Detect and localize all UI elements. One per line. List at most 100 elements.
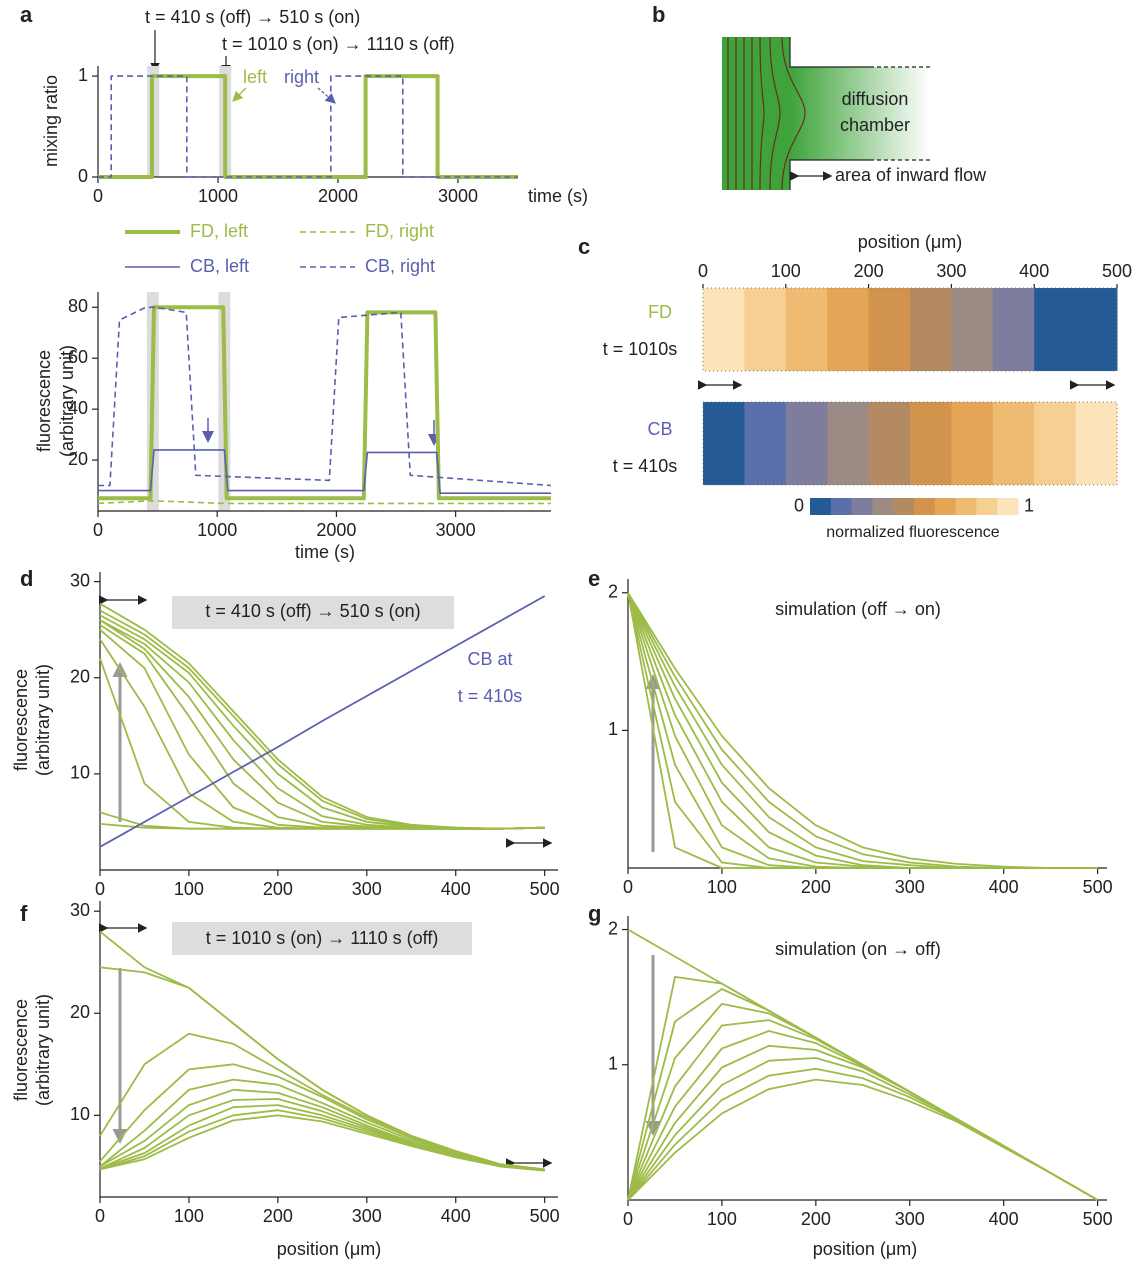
annotation: CB at bbox=[467, 649, 512, 669]
x-tick-label: 0 bbox=[698, 261, 708, 281]
axes bbox=[627, 579, 1107, 869]
heatmap-frame bbox=[702, 401, 1118, 486]
arrow bbox=[317, 87, 336, 104]
colorbar-tick-label: 0 bbox=[794, 495, 804, 515]
title-box bbox=[172, 922, 472, 955]
chart-title: simulation (off → on) bbox=[775, 599, 941, 619]
series-line bbox=[627, 1078, 1099, 1201]
x-tick-label: 500 bbox=[1083, 877, 1113, 897]
colorbar-cell bbox=[976, 498, 998, 515]
annotation: t = 1010 s (on) → 1110 s (off) bbox=[222, 34, 455, 54]
series-line bbox=[99, 1032, 545, 1171]
x-tick-label: 300 bbox=[352, 1206, 382, 1226]
row-name: CB bbox=[647, 419, 672, 439]
series-line bbox=[627, 976, 1099, 1201]
series-line bbox=[99, 930, 545, 1171]
diagram-label: chamber bbox=[840, 115, 910, 135]
y-tick-label: 20 bbox=[68, 449, 88, 469]
y-tick-label: 60 bbox=[68, 347, 88, 367]
series-line bbox=[97, 500, 551, 505]
annotation: left bbox=[243, 67, 267, 87]
heatmap-cell bbox=[868, 288, 911, 371]
series-line bbox=[627, 592, 1098, 869]
heatmap-cell bbox=[992, 402, 1035, 485]
x-tick-label: 200 bbox=[263, 879, 293, 899]
panel-label: d bbox=[20, 566, 33, 591]
y-tick-label: 2 bbox=[608, 918, 618, 938]
x-tick-label: 200 bbox=[263, 1206, 293, 1226]
series-line bbox=[98, 305, 551, 501]
panel-label: f bbox=[20, 901, 28, 926]
channel bbox=[722, 37, 790, 190]
x-axis-label: time (s) bbox=[528, 186, 588, 206]
colorbar-cell bbox=[851, 498, 873, 515]
heatmap-cell bbox=[910, 402, 952, 485]
y-tick-label: 1 bbox=[608, 1054, 618, 1074]
legend-label: FD, right bbox=[365, 221, 434, 241]
y-tick-label: 10 bbox=[70, 763, 90, 783]
x-axis-label: time (s) bbox=[295, 542, 355, 562]
heatmap-cell bbox=[744, 288, 787, 371]
series-line bbox=[99, 595, 546, 848]
series-line bbox=[627, 592, 1098, 869]
series-line bbox=[627, 592, 1098, 869]
x-tick-label: 400 bbox=[989, 1209, 1019, 1229]
series-line bbox=[627, 592, 1098, 869]
heatmap-cell bbox=[827, 288, 870, 371]
y-tick-label: 10 bbox=[70, 1104, 90, 1124]
x-tick-label: 0 bbox=[93, 186, 103, 206]
diagram bbox=[722, 36, 930, 191]
diagram-label: diffusion bbox=[842, 89, 909, 109]
series-line bbox=[627, 592, 1098, 869]
heatmap-cell bbox=[785, 402, 828, 485]
colorbar-cell bbox=[955, 498, 977, 515]
x-tick-label: 200 bbox=[854, 261, 884, 281]
panel-label: a bbox=[20, 2, 33, 27]
x-tick-label: 0 bbox=[93, 520, 103, 540]
y-axis-label: (arbitrary unit) bbox=[33, 994, 53, 1106]
heatmap-cell bbox=[910, 288, 952, 371]
heatmap-cell bbox=[703, 402, 745, 485]
arrows bbox=[98, 923, 553, 1168]
series-line bbox=[627, 1003, 1099, 1201]
x-tick-label: 500 bbox=[530, 1206, 560, 1226]
colorbar-label: normalized fluorescence bbox=[826, 524, 1000, 541]
heatmap-cell bbox=[703, 288, 745, 371]
y-tick-label: 0 bbox=[78, 166, 88, 186]
x-tick-label: 300 bbox=[352, 879, 382, 899]
x-tick-label: 100 bbox=[707, 877, 737, 897]
x-tick-label: 200 bbox=[801, 1209, 831, 1229]
x-tick-label: 100 bbox=[707, 1209, 737, 1229]
x-tick-label: 200 bbox=[801, 877, 831, 897]
heatmap-cell bbox=[1034, 288, 1077, 371]
x-tick-label: 2000 bbox=[316, 520, 356, 540]
heatmap-cell bbox=[1075, 288, 1118, 371]
panel-label: b bbox=[652, 2, 665, 27]
heatmap-frame bbox=[702, 287, 1118, 372]
chart-title: t = 410 s (off) → 510 s (on) bbox=[205, 601, 420, 621]
x-tick-label: 100 bbox=[174, 1206, 204, 1226]
y-tick-label: 20 bbox=[70, 666, 90, 686]
chamber bbox=[790, 67, 930, 160]
streamlines bbox=[727, 36, 806, 191]
chart-title: simulation (on → off) bbox=[775, 939, 941, 959]
x-tick-label: 400 bbox=[989, 877, 1019, 897]
arrows bbox=[98, 595, 553, 848]
row-label: t = 410s bbox=[613, 456, 678, 476]
x-tick-label: 300 bbox=[895, 877, 925, 897]
heatmap-cell bbox=[785, 288, 828, 371]
colorbar-cell bbox=[810, 498, 832, 515]
series-line bbox=[627, 592, 1098, 869]
x-tick-label: 500 bbox=[1102, 261, 1132, 281]
panel-label: e bbox=[588, 566, 600, 591]
series-line bbox=[98, 74, 518, 179]
x-tick-label: 2000 bbox=[318, 186, 358, 206]
panel-label: c bbox=[578, 234, 590, 259]
x-tick-label: 0 bbox=[95, 1206, 105, 1226]
series-line bbox=[99, 1114, 545, 1172]
colorbar-cell bbox=[997, 498, 1019, 515]
y-tick-label: 30 bbox=[70, 570, 90, 590]
x-axis-label: position (μm) bbox=[277, 1239, 381, 1259]
y-tick-label: 80 bbox=[68, 296, 88, 316]
